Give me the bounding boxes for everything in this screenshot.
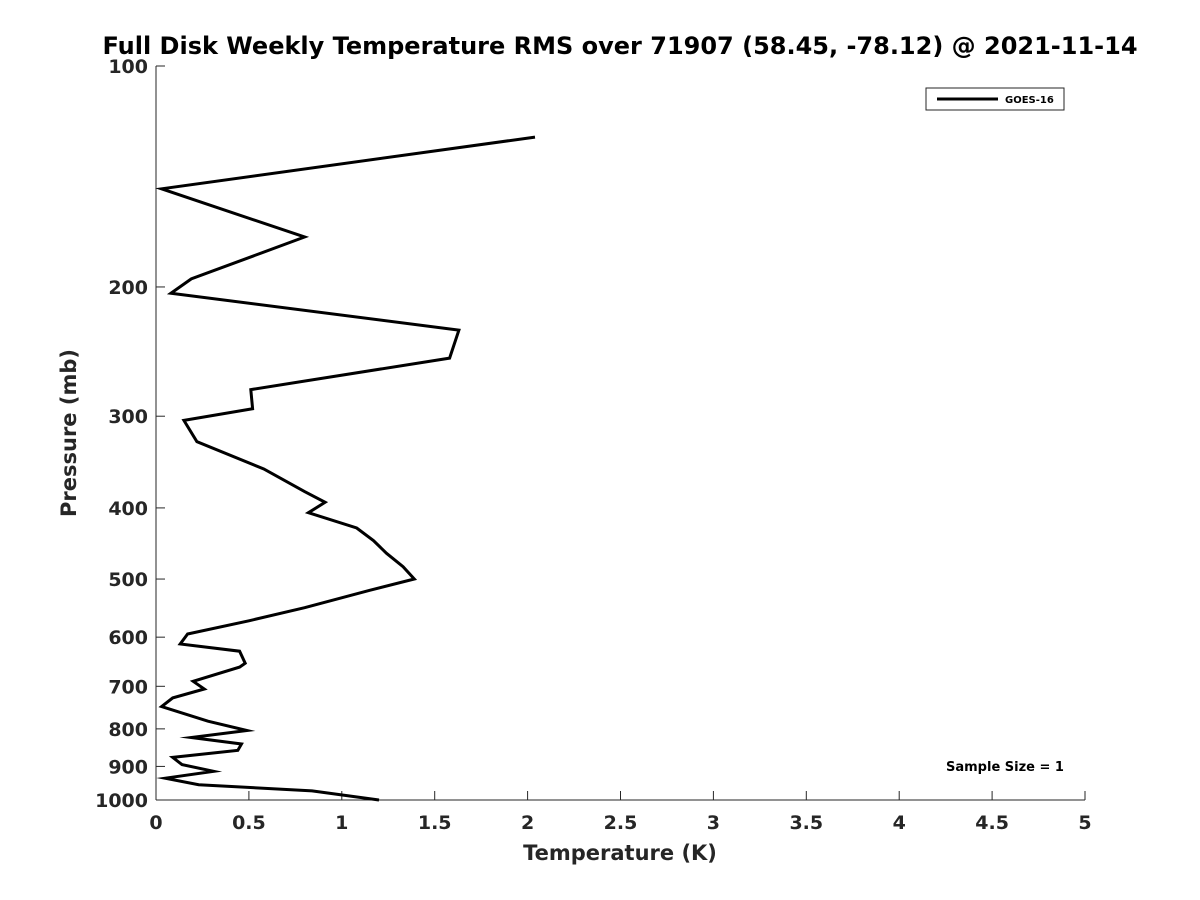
x-tick-label: 3.5 [789, 812, 823, 834]
y-tick-label: 200 [108, 277, 148, 299]
x-tick-label: 1.5 [418, 812, 452, 834]
y-tick-label: 600 [108, 627, 148, 649]
y-tick-label: 500 [108, 569, 148, 591]
x-axis-ticks: 0 0.5 1 1.5 2 2.5 3 3.5 4 4.5 5 [149, 791, 1092, 834]
x-tick-label: 1 [335, 812, 348, 834]
y-tick-label: 800 [108, 719, 148, 741]
x-tick-label: 0.5 [232, 812, 266, 834]
y-axis-label: Pressure (mb) [57, 349, 81, 517]
y-tick-label: 900 [108, 756, 148, 778]
y-tick-label: 100 [108, 56, 148, 78]
y-tick-label: 1000 [95, 790, 148, 812]
legend-label-goes-16: GOES-16 [1005, 95, 1054, 106]
y-tick-label: 300 [108, 406, 148, 428]
x-axis-label: Temperature (K) [523, 841, 717, 865]
y-tick-label: 400 [108, 498, 148, 520]
y-axis-ticks: 100 200 300 400 500 600 700 800 900 1000 [95, 56, 165, 812]
x-tick-label: 5 [1078, 812, 1091, 834]
y-tick-label: 700 [108, 676, 148, 698]
series-layer [155, 135, 536, 802]
x-tick-label: 2 [521, 812, 534, 834]
x-tick-label: 4 [893, 812, 906, 834]
chart-title: Full Disk Weekly Temperature RMS over 71… [102, 32, 1137, 60]
x-tick-label: 3 [707, 812, 720, 834]
x-tick-label: 0 [149, 812, 162, 834]
sample-size-annotation: Sample Size = 1 [946, 760, 1064, 775]
legend: GOES-16 [925, 87, 1065, 111]
x-tick-label: 2.5 [604, 812, 638, 834]
series-line-goes-16 [155, 135, 536, 802]
x-tick-label: 4.5 [975, 812, 1009, 834]
